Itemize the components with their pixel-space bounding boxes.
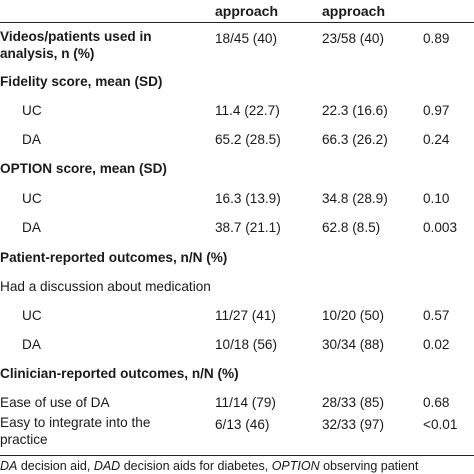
subsection-row: Had a discussion about medication <box>0 273 474 301</box>
row-value-2: 10/20 (50) <box>322 308 384 323</box>
footnote-text: observing patient <box>319 459 419 473</box>
footnote-abbr-option: OPTION <box>271 459 320 473</box>
row-label: Easy to integrate into the practice <box>0 415 151 447</box>
section-row: Patient-reported outcomes, n/N (%) <box>0 244 474 272</box>
table-row: Easy to integrate into the practice 6/13… <box>0 411 474 451</box>
row-value-2: 66.3 (26.2) <box>322 132 388 147</box>
section-row: Clinician-reported outcomes, n/N (%) <box>0 360 474 388</box>
table-header-row: approach approach <box>0 0 474 28</box>
row-p-value: 0.10 <box>423 191 450 206</box>
row-value-1: 11/14 (79) <box>215 395 276 410</box>
section-label: Patient-reported outcomes, n/N (%) <box>0 250 228 265</box>
table-row: UC 11/27 (41) 10/20 (50) 0.57 <box>0 302 474 330</box>
row-value-1: 11/27 (41) <box>215 308 276 323</box>
footnote-abbr-dad: DAD <box>93 459 121 473</box>
table-row: DA 10/18 (56) 30/34 (88) 0.02 <box>0 331 474 359</box>
row-p-value: 0.89 <box>423 31 450 46</box>
row-label: UC <box>22 308 42 323</box>
table-row: Ease of use of DA 11/14 (79) 28/33 (85) … <box>0 389 474 417</box>
row-value-1: 11.4 (22.7) <box>215 103 280 118</box>
row-label: DA <box>22 132 41 147</box>
section-label: OPTION score, mean (SD) <box>0 161 167 176</box>
row-p-value: 0.97 <box>423 103 450 118</box>
bottom-rule <box>0 455 474 456</box>
row-value-2: 23/58 (40) <box>322 31 384 46</box>
row-value-2: 22.3 (16.6) <box>322 103 388 118</box>
table-row: DA 65.2 (28.5) 66.3 (26.2) 0.24 <box>0 126 474 154</box>
table-row: UC 16.3 (13.9) 34.8 (28.9) 0.10 <box>0 185 474 213</box>
table-row: UC 11.4 (22.7) 22.3 (16.6) 0.97 <box>0 97 474 125</box>
section-label: Fidelity score, mean (SD) <box>0 74 163 89</box>
row-p-value: 0.02 <box>423 337 450 352</box>
row-label: DA <box>22 337 41 352</box>
row-value-1: 16.3 (13.9) <box>215 191 281 206</box>
column-header-usual-care: approach <box>215 3 279 19</box>
row-label: UC <box>22 191 42 206</box>
header-rule <box>0 22 474 23</box>
footnote-abbr-da: DA <box>0 459 18 473</box>
table-row: Videos/patients used in analysis, n (%) … <box>0 25 474 65</box>
row-value-1: 65.2 (28.5) <box>215 132 281 147</box>
footnote-text: decision aids for diabetes, <box>120 459 272 473</box>
section-row: OPTION score, mean (SD) <box>0 155 474 183</box>
table-row: DA 38.7 (21.1) 62.8 (8.5) 0.003 <box>0 214 474 242</box>
row-p-value: 0.003 <box>423 220 458 235</box>
row-p-value: 0.24 <box>423 132 450 147</box>
section-row: Fidelity score, mean (SD) <box>0 68 474 96</box>
row-value-2: 32/33 (97) <box>322 417 384 432</box>
row-p-value: <0.01 <box>423 417 458 432</box>
row-p-value: 0.57 <box>423 308 450 323</box>
footnote-text: decision aid, <box>17 459 94 473</box>
subsection-label: Had a discussion about medication <box>0 279 211 294</box>
row-value-2: 28/33 (85) <box>322 395 384 410</box>
section-label: Clinician-reported outcomes, n/N (%) <box>0 366 239 381</box>
row-label: UC <box>22 103 42 118</box>
row-value-1: 10/18 (56) <box>215 337 277 352</box>
row-value-1: 18/45 (40) <box>215 31 277 46</box>
row-value-2: 34.8 (28.9) <box>322 191 388 206</box>
row-value-2: 62.8 (8.5) <box>322 220 381 235</box>
row-p-value: 0.68 <box>423 395 450 410</box>
row-value-2: 30/34 (88) <box>322 337 384 352</box>
row-label: Videos/patients used in analysis, n (%) <box>0 29 152 61</box>
row-value-1: 6/13 (46) <box>215 417 270 432</box>
table-footnote: DA decision aid, DAD decision aids for d… <box>0 459 418 473</box>
row-label: DA <box>22 220 41 235</box>
column-header-decision-aid: approach <box>322 3 386 19</box>
row-label: Ease of use of DA <box>0 395 110 410</box>
row-value-1: 38.7 (21.1) <box>215 220 281 235</box>
